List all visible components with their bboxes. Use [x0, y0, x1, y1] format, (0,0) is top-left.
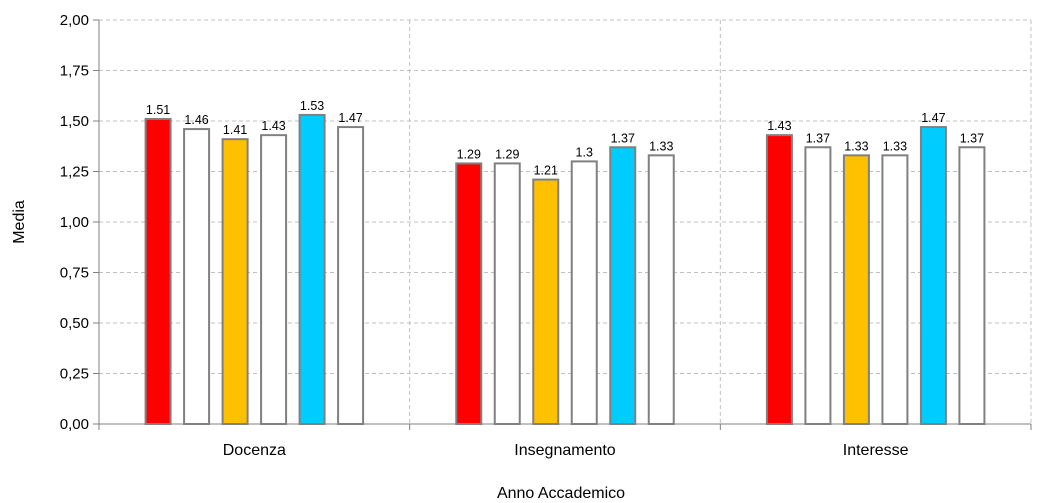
- y-tick-label: 2,00: [60, 12, 89, 29]
- bar-value-label: 1.43: [767, 119, 791, 133]
- bar-value-label: 1.47: [338, 111, 362, 125]
- bar: [532, 178, 560, 425]
- bar: [647, 154, 675, 425]
- y-tick-label: 1,75: [60, 63, 89, 80]
- y-axis-ticks: 0,00 0,25 0,50 0,75 1,00 1,25 1,50 1,75 2,00: [60, 12, 99, 433]
- axes: [98, 20, 1032, 430]
- y-tick-label: 0,25: [60, 366, 89, 383]
- x-category-label: Insegnamento: [514, 442, 616, 459]
- bar-value-label: 1.43: [261, 119, 285, 133]
- bar: [609, 146, 637, 425]
- bar-value-label: 1.33: [844, 139, 868, 153]
- bar: [260, 134, 288, 425]
- bar: [881, 154, 909, 425]
- bar-value-label: 1.29: [457, 147, 481, 161]
- bar: [919, 126, 947, 425]
- bar: [804, 146, 832, 425]
- bar: [842, 154, 870, 425]
- grid: [99, 19, 1032, 424]
- bar-value-label: 1.37: [960, 131, 984, 145]
- bar-value-label: 1.47: [921, 111, 945, 125]
- bar: [493, 162, 521, 425]
- bar: [298, 113, 326, 425]
- y-tick-label: 0,75: [60, 265, 89, 282]
- bar-value-label: 1.41: [223, 123, 247, 137]
- bar-value-label: 1.29: [495, 147, 519, 161]
- y-tick-label: 0,50: [60, 315, 89, 332]
- bar: [144, 117, 172, 425]
- bar: [221, 138, 249, 425]
- y-tick-label: 1,50: [60, 113, 89, 130]
- bar: [958, 146, 986, 425]
- bar: [455, 162, 483, 425]
- bar-value-label: 1.3: [576, 145, 593, 159]
- x-axis-title: Anno Accademico: [497, 485, 625, 502]
- bar-value-label: 1.53: [300, 99, 324, 113]
- x-category-label: Interesse: [843, 442, 909, 459]
- bar: [337, 126, 365, 425]
- bar: [183, 128, 211, 426]
- bar-value-label: 1.51: [146, 103, 170, 117]
- x-category-label: Docenza: [223, 442, 286, 459]
- bar-value-label: 1.33: [883, 139, 907, 153]
- bar-value-label: 1.21: [534, 164, 558, 178]
- bar-value-label: 1.33: [649, 139, 673, 153]
- x-axis-categories: Docenza Insegnamento Interesse: [223, 442, 909, 459]
- bars: 1.51 1.46 1.41 1.43 1.53 1.47 1.29 1.29 1.21 1.3 1…: [144, 99, 986, 426]
- y-tick-label: 1,00: [60, 214, 89, 231]
- bar-value-label: 1.37: [611, 131, 635, 145]
- y-tick-label: 1,25: [60, 164, 89, 181]
- bar-value-label: 1.46: [184, 113, 208, 127]
- bar: [570, 160, 598, 425]
- bar: [765, 134, 793, 425]
- y-tick-label: 0,00: [60, 416, 89, 433]
- y-axis-title: Media: [11, 200, 28, 244]
- bar-value-label: 1.37: [806, 131, 830, 145]
